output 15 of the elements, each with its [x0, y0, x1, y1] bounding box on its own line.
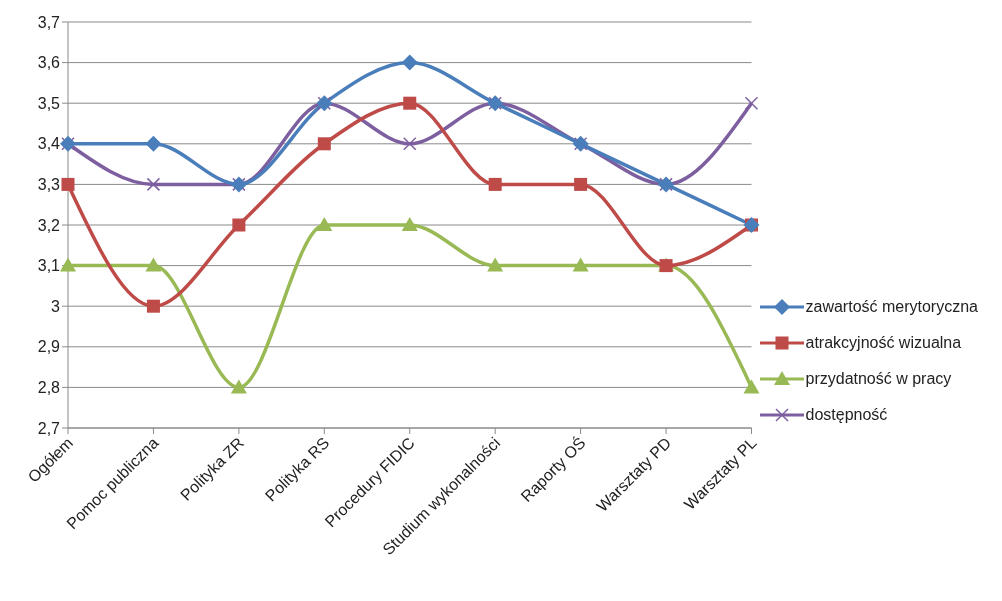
y-tick-label: 3 [51, 297, 61, 315]
y-tick-label: 3,5 [37, 94, 61, 112]
y-tick-label: 3,4 [37, 135, 61, 153]
y-tick-label: 2,9 [37, 338, 61, 356]
y-tick-label: 3,6 [37, 54, 61, 72]
y-tick-label: 3,3 [37, 176, 61, 194]
y-tick-label: 3,7 [37, 13, 61, 31]
y-tick-label: 3,2 [37, 216, 61, 234]
legend-label: przydatność w pracy [805, 369, 952, 388]
y-tick-label: 3,1 [37, 257, 61, 275]
legend-label: zawartość merytoryczna [805, 297, 978, 316]
y-tick-label: 2,8 [37, 379, 61, 397]
legend-label: atrakcyjność wizualna [805, 333, 962, 352]
legend-label: dostępność [805, 405, 888, 424]
y-tick-label: 2,7 [37, 419, 61, 437]
